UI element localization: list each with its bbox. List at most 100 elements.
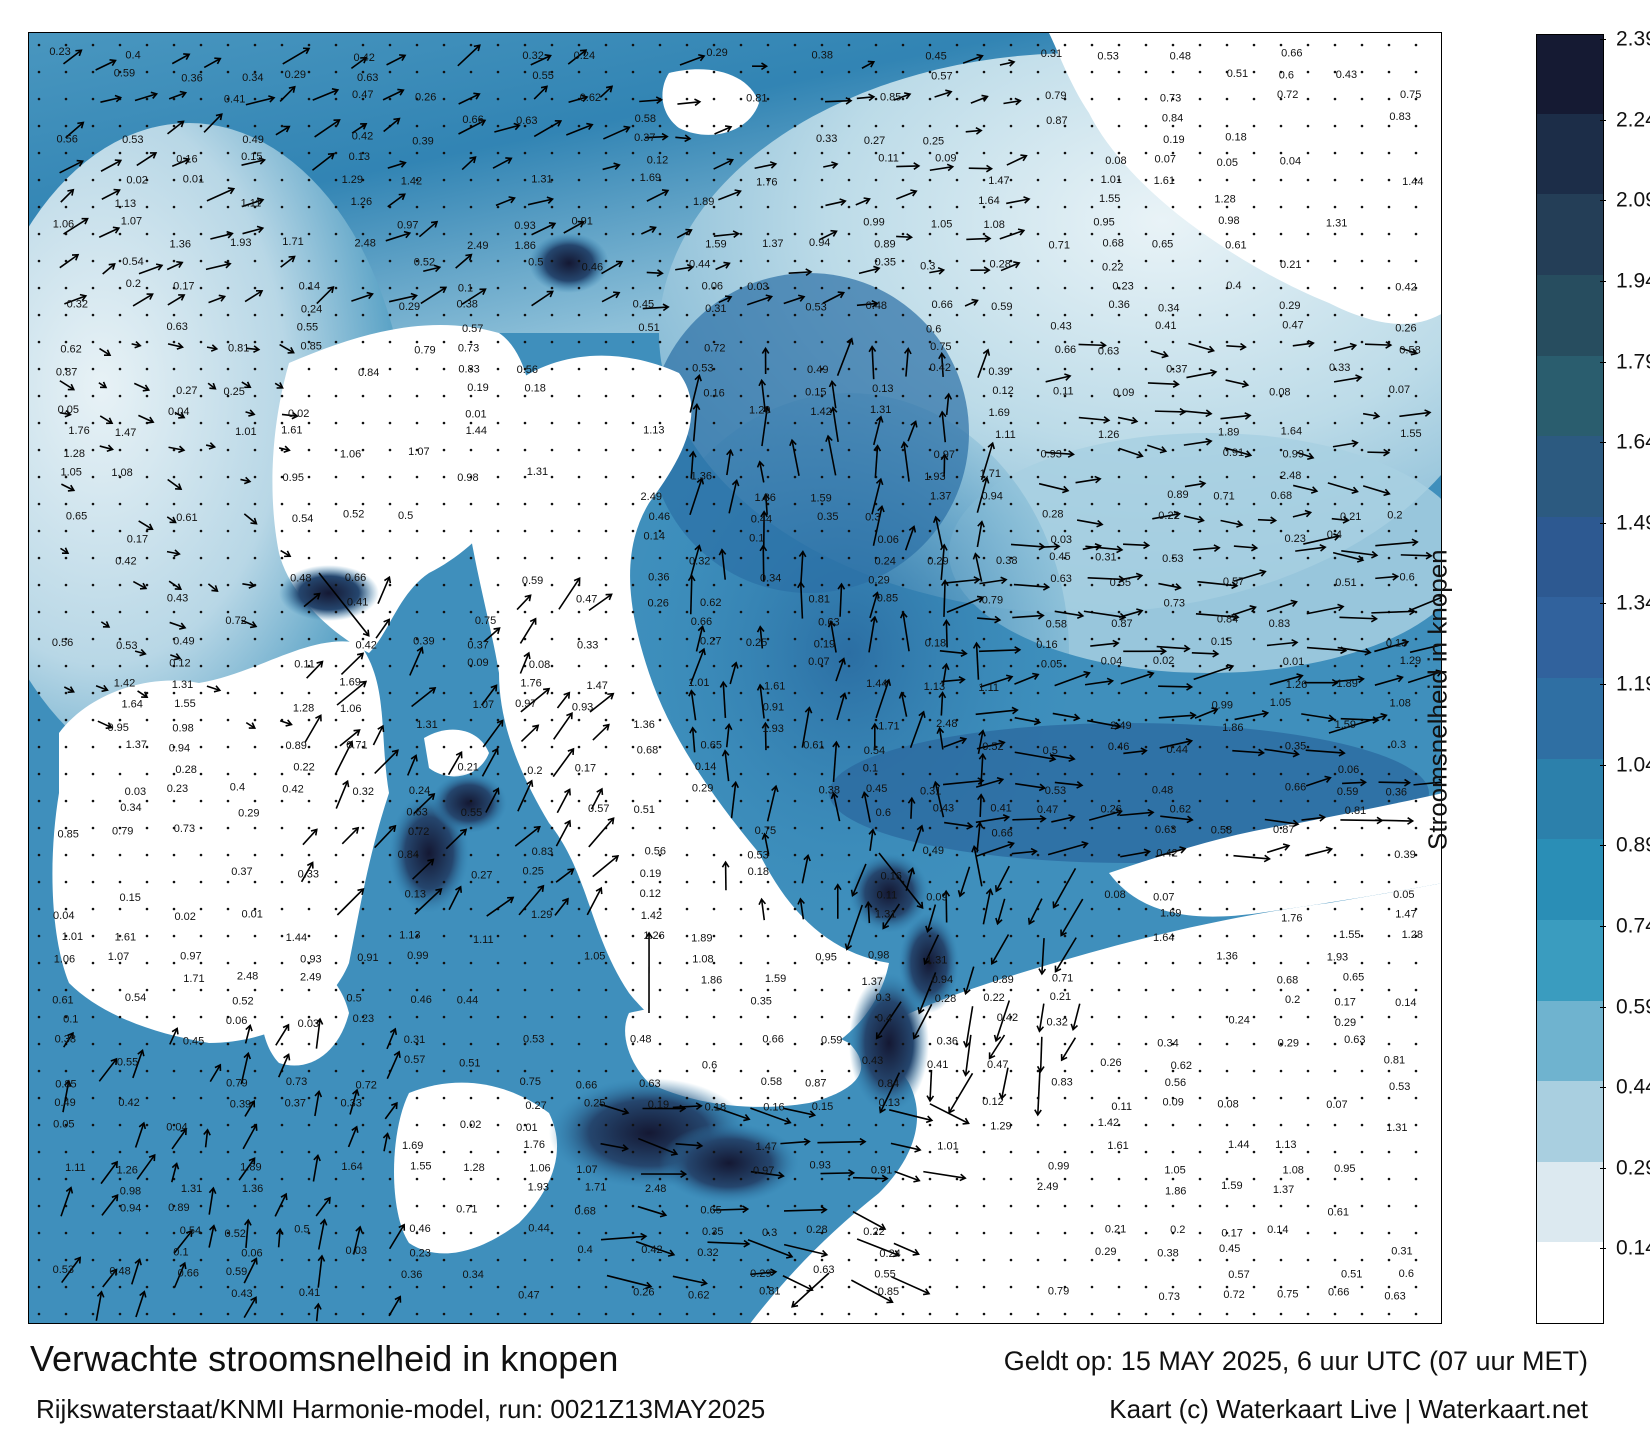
current-arrow [896,162,921,170]
speed-label: 0.72 [356,1080,377,1092]
grid-dot [118,826,122,830]
grid-dot [604,151,608,155]
current-arrow [943,736,968,748]
grid-dot [793,394,797,398]
current-arrow [1220,412,1252,420]
grid-dot [793,907,797,911]
grid-dot [631,448,635,452]
grid-dot [739,394,743,398]
grid-dot [1117,1042,1121,1046]
current-arrow [939,649,968,657]
grid-dot [226,259,230,263]
current-arrow [1413,778,1441,787]
current-arrow [999,228,1026,240]
grid-dot [1171,286,1175,290]
current-arrow [1400,551,1433,560]
grid-dot [1171,529,1175,533]
grid-dot [982,448,986,452]
speed-label: 0.63 [166,321,187,333]
grid-dot [658,1150,662,1154]
speed-label: 0.19 [814,638,835,650]
grid-dot [1036,1177,1040,1181]
colorbar-step [1537,838,1603,920]
current-arrow [1147,444,1168,454]
current-arrow [1060,898,1084,937]
grid-dot [901,988,905,992]
grid-dot [982,583,986,587]
current-arrow [314,119,341,138]
sea-east-band [949,433,1441,673]
speed-label: 0.73 [1160,93,1181,105]
grid-dot [1414,502,1418,506]
colorbar-tick [1600,603,1606,605]
grid-dot [145,826,149,830]
speed-label: 1.61 [281,424,302,436]
current-arrow [829,406,839,442]
grid-dot [928,637,932,641]
grid-dot [118,1231,122,1235]
grid-dot [91,988,95,992]
speed-label: 0.11 [294,659,315,671]
current-arrow [1375,817,1415,825]
grid-dot [1360,1015,1364,1019]
grid-dot [1198,421,1202,425]
grid-dot [361,745,365,749]
grid-dot [685,745,689,749]
grid-dot [334,124,338,128]
grid-dot [91,934,95,938]
grid-dot [1279,880,1283,884]
current-arrow [761,832,770,855]
grid-dot [496,691,500,695]
current-arrow [713,1205,750,1214]
current-arrow [60,547,70,554]
current-arrow [555,868,575,883]
grid-dot [604,853,608,857]
grid-dot [1036,151,1040,155]
grid-dot [1117,1177,1121,1181]
grid-dot [91,664,95,668]
current-arrow [940,453,949,477]
grid-dot [739,1258,743,1262]
speed-label: 0.02 [288,408,309,420]
speed-label: 0.39 [988,366,1009,378]
grid-dot [982,1258,986,1262]
grid-dot [523,1123,527,1127]
grid-dot [982,205,986,209]
current-arrow [245,721,257,729]
grid-dot [982,421,986,425]
grid-dot [334,70,338,74]
grid-dot [712,475,716,479]
speed-label: 0.72 [704,342,725,354]
grid-dot [604,259,608,263]
grid-dot [145,367,149,371]
grid-dot [847,421,851,425]
grid-dot [199,961,203,965]
current-arrow [1158,582,1182,591]
grid-dot [1252,178,1256,182]
grid-dot [604,70,608,74]
grid-dot [496,70,500,74]
grid-dot [1036,961,1040,965]
grid-dot [118,1177,122,1181]
grid-dot [1333,1177,1337,1181]
grid-dot [604,286,608,290]
current-arrow [351,291,374,302]
speed-label: 0.42 [352,130,373,142]
grid-dot [1009,664,1013,668]
grid-dot [631,124,635,128]
grid-dot [91,1177,95,1181]
grid-dot [685,556,689,560]
current-arrow [1225,379,1250,388]
grid-dot [280,475,284,479]
grid-dot [199,1231,203,1235]
current-speed-map[interactable]: 0.23 0.4 0.42 0.32 0.24 0.29 0.38 0.45 0.31 0.53 0… [28,32,1442,1324]
current-arrow [167,342,184,350]
grid-dot [1144,1096,1148,1100]
grid-dot [280,70,284,74]
grid-dot [307,1231,311,1235]
speed-label: 0.66 [762,1034,783,1046]
grid-dot [712,637,716,641]
grid-dot [1009,880,1013,884]
current-arrow [1119,808,1155,817]
grid-dot [1306,1204,1310,1208]
